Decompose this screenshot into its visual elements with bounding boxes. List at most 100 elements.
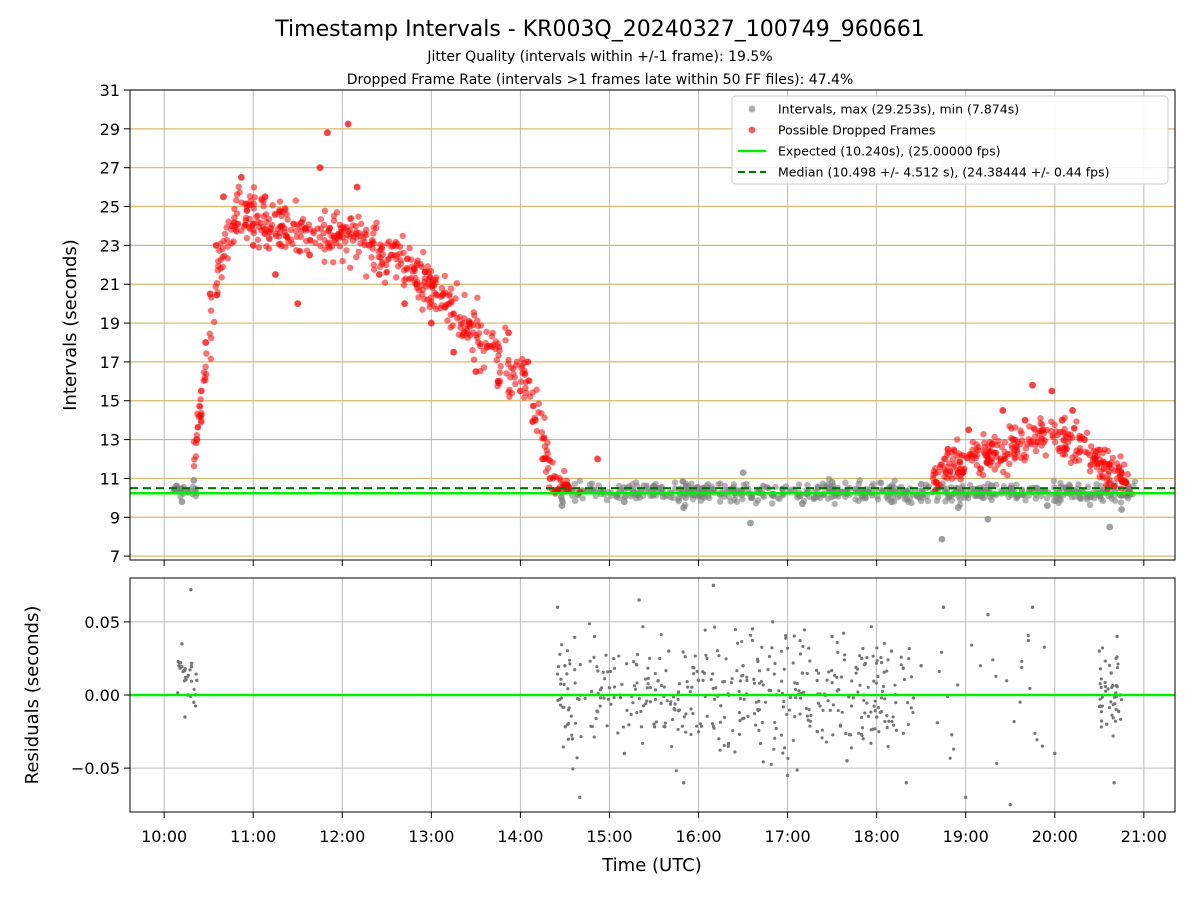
dropped-frame-point [363,231,370,239]
residual-point [670,718,675,722]
residual-point [881,684,886,689]
residual-data-point [622,751,626,756]
dropped-frame-point [282,206,289,213]
time-x-axis-label: Time (UTC) [601,855,702,876]
dropped-frame-point [305,221,313,228]
residual-point [676,727,680,732]
residual-point [648,686,652,690]
residual-data-point [1109,671,1113,675]
dropped-frame-point [317,242,324,250]
residual-point [952,747,956,751]
residual-point [1099,685,1103,690]
residual-point [773,736,777,740]
dropped-frame-point [400,282,408,289]
residual-point [689,732,693,737]
residual-point [879,696,884,700]
interval-point [988,496,995,504]
dropped-frame-point [224,255,231,262]
residual-point [713,625,717,629]
intervals-y-axis-label: Intervals (seconds) [60,239,81,411]
interval-point [682,484,689,491]
residual-point [1042,645,1047,649]
dropped-frame-data-point [1029,381,1036,389]
dropped-frame-point [225,218,232,225]
interval-point [922,481,930,488]
residual-point [779,649,784,653]
residual-data-point [741,664,745,668]
interval-point [870,480,877,487]
residual-point [735,669,739,673]
residual-point [1026,638,1031,643]
residuals-x-tick-label: 14:00 [497,827,543,846]
residual-point [774,726,778,731]
residual-point [648,700,652,704]
residual-point [793,687,798,692]
residual-point [798,638,802,643]
residual-point [885,726,889,730]
dropped-frame-data-point [212,241,220,249]
residual-data-point [889,649,894,653]
residual-point [625,662,629,666]
residual-point [663,721,667,725]
interval-data-point [190,476,198,484]
dropped-frame-point [556,475,563,482]
residual-point [646,666,650,670]
dropped-frame-point [363,273,370,280]
residual-point [592,735,596,739]
dropped-frame-point [370,261,377,268]
dropped-frame-point [255,244,262,251]
residual-data-point [785,773,790,778]
interval-point [1093,481,1100,488]
residual-point [869,710,873,714]
dropped-frame-data-point [1058,416,1066,424]
dropped-frame-data-point [1039,426,1047,434]
interval-point [768,500,776,507]
dropped-frame-point [289,240,296,248]
residual-data-point [578,795,582,800]
interval-point [571,480,578,488]
residual-point [909,675,914,679]
dropped-frame-data-point [1021,416,1029,424]
residual-point [746,714,750,719]
residual-point [569,714,573,718]
residual-point [695,724,699,728]
residual-point [559,682,563,686]
dropped-frame-data-point [524,358,532,366]
residuals-x-tick-label: 21:00 [1121,827,1167,846]
residual-point [194,672,198,676]
residual-point [677,682,681,686]
interval-data-point [799,500,806,508]
interval-point [805,493,813,500]
residual-point [659,683,664,688]
dropped-frame-point [321,207,329,215]
residual-point [717,654,721,658]
dropped-frame-point [385,238,393,245]
residual-point [809,713,813,718]
dropped-frame-data-point [460,329,468,337]
dropped-frame-point [544,439,551,446]
dropped-frame-data-point [249,241,257,249]
dropped-frame-point [1114,475,1121,482]
residual-point [1111,716,1115,720]
residual-point [788,696,792,700]
dropped-frame-point [529,402,537,410]
interval-data-point [917,480,925,488]
dropped-frame-point [357,233,364,240]
interval-data-point [680,504,688,511]
residual-point [872,679,876,683]
residual-point [783,746,787,750]
dropped-frame-point [203,370,210,378]
residual-point [639,725,644,729]
residual-point [882,641,886,646]
residual-point [618,696,623,700]
residual-point [754,723,758,727]
dropped-frame-point [194,423,202,431]
dropped-frame-data-point [220,193,227,201]
residual-point [795,768,799,772]
residual-point [885,714,889,718]
dropped-frame-point [448,299,455,306]
residual-point [862,698,866,702]
residual-point [950,733,954,737]
residual-point [717,737,721,741]
dropped-frame-point [505,388,512,396]
